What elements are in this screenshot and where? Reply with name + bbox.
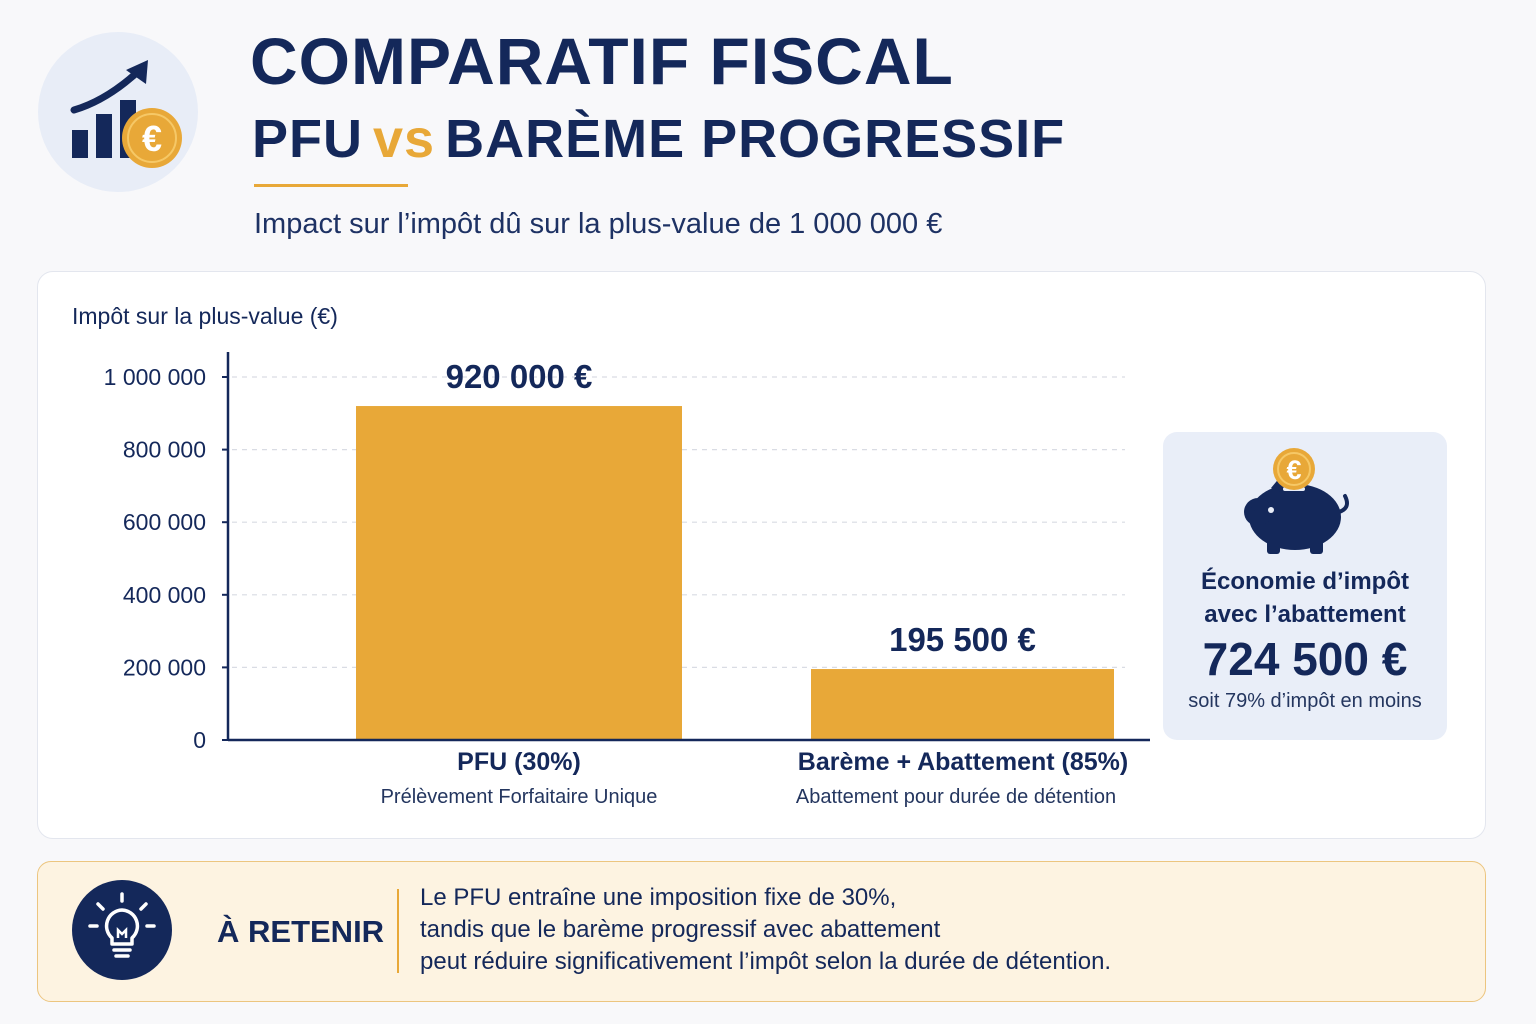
y-tick-label: 400 000 bbox=[123, 582, 206, 608]
growth-chart-euro-icon: € bbox=[38, 32, 198, 192]
savings-note: soit 79% d’impôt en moins bbox=[1188, 690, 1422, 712]
y-tick-label: 600 000 bbox=[123, 509, 206, 535]
takeaway-line: tandis que le barème progressif avec aba… bbox=[420, 916, 941, 943]
takeaway-box bbox=[37, 861, 1486, 1002]
bar-pfu bbox=[356, 406, 682, 740]
title-vs: vs bbox=[373, 109, 436, 169]
category-label-bareme: Barème + Abattement (85%) bbox=[797, 748, 1129, 776]
savings-label-line-2: avec l’abattement bbox=[1204, 601, 1406, 628]
savings-label-line-1: Économie d’impôt bbox=[1200, 568, 1409, 595]
svg-text:€: € bbox=[142, 118, 162, 159]
page-title: COMPARATIF FISCAL bbox=[250, 24, 954, 98]
y-tick-label: 200 000 bbox=[123, 654, 206, 680]
category-subtitle-bareme: Abattement pour durée de détention bbox=[795, 786, 1117, 808]
y-tick-label: 1 000 000 bbox=[104, 364, 206, 390]
category-subtitle-pfu: Prélèvement Forfaitaire Unique bbox=[380, 786, 658, 808]
savings-card: € bbox=[1163, 432, 1447, 740]
page-title-line-2: PFU vs BARÈME PROGRESSIF bbox=[252, 112, 1065, 166]
y-tick-label: 800 000 bbox=[123, 437, 206, 463]
lightbulb-icon bbox=[72, 880, 172, 980]
page-subtitle: Impact sur l’impôt dû sur la plus-value … bbox=[254, 208, 943, 240]
piggy-bank-euro-icon: € bbox=[1244, 448, 1349, 554]
y-tick-label: 0 bbox=[193, 727, 206, 753]
takeaway-line: Le PFU entraîne une imposition fixe de 3… bbox=[420, 884, 897, 911]
takeaway-title: À RETENIR bbox=[217, 914, 385, 949]
category-label-pfu: PFU (30%) bbox=[457, 748, 581, 776]
takeaway-line: peut réduire significativement l’impôt s… bbox=[420, 948, 1112, 975]
savings-label: Économie d’impôt avec l’abattement bbox=[1163, 565, 1447, 631]
data-label: 920 000 € bbox=[446, 358, 593, 395]
title-right: BARÈME PROGRESSIF bbox=[445, 109, 1066, 169]
y-axis-title: Impôt sur la plus-value (€) bbox=[72, 303, 338, 329]
takeaway-text: Le PFU entraîne une imposition fixe de 3… bbox=[420, 882, 1111, 978]
takeaway-divider bbox=[397, 889, 399, 973]
svg-text:€: € bbox=[1286, 455, 1301, 485]
title-left: PFU bbox=[252, 109, 363, 169]
data-label: 195 500 € bbox=[889, 621, 1036, 658]
title-underline bbox=[254, 184, 408, 187]
savings-value: 724 500 € bbox=[1202, 633, 1408, 685]
bar-bareme bbox=[811, 669, 1114, 740]
